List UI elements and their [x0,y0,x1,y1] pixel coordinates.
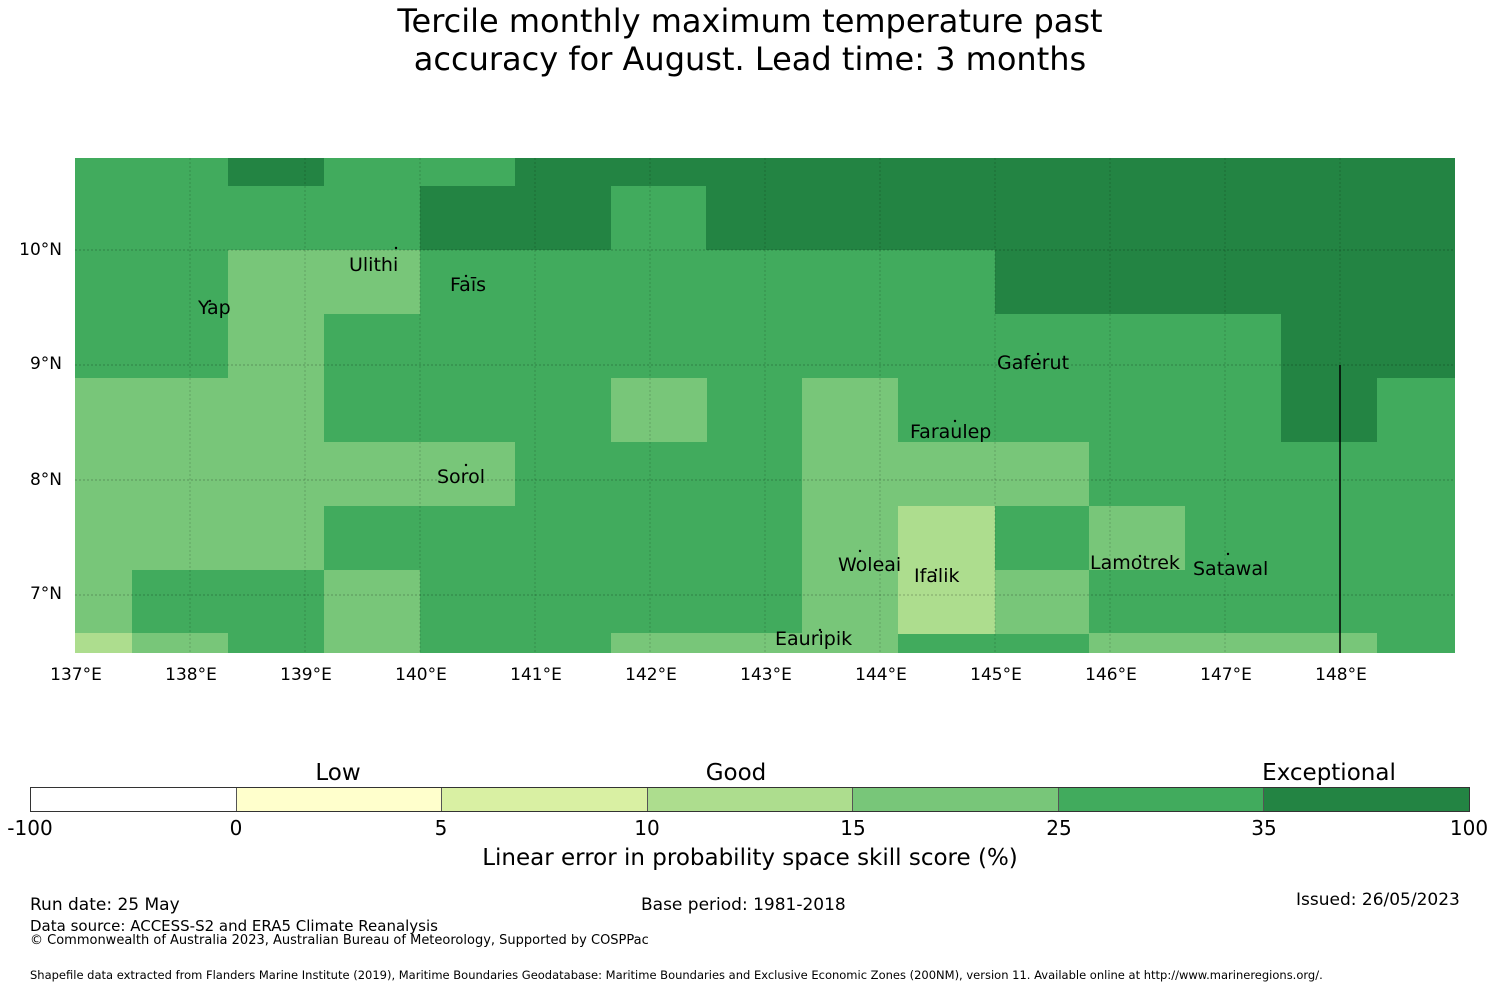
skill-cell-exceptional [515,158,1455,186]
map-title: Tercile monthly maximum temperature past… [0,0,1500,78]
skill-cell-exceptional [420,186,611,250]
place-fais: Faīs [450,274,487,296]
colorbar-tick: 5 [434,816,448,840]
skill-cell-good [1089,506,1185,570]
place-ifalik: Ifalik [914,565,960,587]
island-marker [464,274,468,278]
colorbar-segment [853,788,1059,811]
skill-score-map [75,158,1455,653]
colorbar-segment [1058,788,1265,811]
island-marker [1226,552,1230,556]
colorbar-segment [31,788,237,811]
colorbar-category-low: Low [315,760,361,786]
place-yap: Yap [198,297,231,319]
colorbar-segment [442,788,648,811]
skill-cell-exceptional [1281,314,1455,378]
colorbar-category-good: Good [705,760,767,786]
lon-label-141e: 141°E [510,665,562,685]
island-marker [858,549,862,553]
colorbar-tick: 100 [1449,816,1489,840]
colorbar-tick: 0 [229,816,243,840]
lon-label-148e: 148°E [1315,665,1367,685]
island-marker [818,628,822,632]
colorbar-tick: 15 [840,816,866,840]
skill-cell-good [75,570,132,634]
island-marker [1036,352,1040,356]
place-satawal: Satawal [1193,558,1269,580]
skill-cell-good [324,570,420,653]
skill-cell-good [132,633,228,653]
colorbar [30,787,1470,812]
skill-cell-good [1089,633,1377,653]
place-sorol: Sorol [437,466,485,488]
skill-cell-good [228,250,420,314]
skill-cell-good [75,506,324,570]
base-period: Base period: 1981-2018 [641,895,846,915]
place-woleai: Woleai [838,554,902,576]
skill-cell-good [324,442,515,506]
skill-cell-good [611,633,802,653]
colorbar-segment [1264,788,1470,811]
skill-cell-good [898,442,1089,506]
lon-label-139e: 139°E [280,665,332,685]
colorbar-tick: -100 [7,816,53,840]
skill-cell-exceptional [228,158,324,186]
lat-label-9n: 9°N [29,354,62,374]
skill-cell-exceptional [995,250,1455,314]
lon-label-146e: 146°E [1085,665,1137,685]
title-line-1: Tercile monthly maximum temperature past [397,2,1103,40]
skill-cell-good [995,570,1089,634]
place-gaferut: Gaferut [997,352,1070,374]
map-grid-layer [75,158,1455,653]
island-marker [208,299,212,303]
skill-cell-exceptional [706,186,1455,250]
colorbar-segment [236,788,443,811]
skill-cell-fair [75,633,132,653]
title-line-2: accuracy for August. Lead time: 3 months [413,40,1087,78]
lon-label-138e: 138°E [165,665,217,685]
lon-label-142e: 142°E [625,665,677,685]
colorbar-tick: 10 [634,816,660,840]
lon-label-144e: 144°E [855,665,907,685]
island-marker [1138,554,1142,558]
lon-label-143e: 143°E [740,665,792,685]
run-date: Run date: 25 May [30,895,180,915]
place-faraulep: Faraulep [910,421,992,443]
island-marker [953,419,957,423]
skill-cell-good [802,633,898,653]
island-marker [394,246,398,250]
lat-label-10n: 10°N [19,240,62,260]
skill-cell-good [802,378,898,633]
copyright-notice: © Commonwealth of Australia 2023, Austra… [30,933,649,948]
data-source: Data source: ACCESS-S2 and ERA5 Climate … [30,917,438,935]
issued-date: Issued: 26/05/2023 [1296,890,1460,910]
colorbar-tick: 35 [1251,816,1277,840]
skill-cell-good [228,314,324,378]
shapefile-credit: Shapefile data extracted from Flanders M… [30,968,1323,982]
colorbar-label: Linear error in probability space skill … [482,845,1018,871]
skill-cell-fair [898,506,995,634]
skill-cell-good [611,378,707,442]
skill-cell-exceptional [1281,378,1377,442]
lon-label-145e: 145°E [970,665,1022,685]
place-eauripik: Eauripik [775,628,853,650]
colorbar-tick: 25 [1046,816,1072,840]
colorbar-segment [647,788,854,811]
place-lamotrek: Lamotrek [1090,552,1180,574]
place-ulithi: Ulithi [349,254,399,276]
skill-cell-good [75,378,324,506]
lon-label-147e: 147°E [1200,665,1252,685]
lon-label-140e: 140°E [395,665,447,685]
island-marker [934,568,938,572]
lon-label-137e: 137°E [50,665,102,685]
lat-label-7n: 7°N [29,584,62,604]
island-marker [464,463,468,467]
colorbar-category-exceptional: Exceptional [1262,760,1396,786]
lat-label-8n: 8°N [29,470,62,490]
